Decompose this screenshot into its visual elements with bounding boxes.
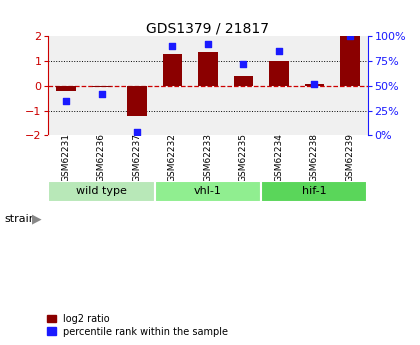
Text: ▶: ▶ bbox=[32, 213, 41, 226]
Point bbox=[240, 61, 247, 67]
Text: GSM62232: GSM62232 bbox=[168, 134, 177, 183]
Bar bbox=[304, 84, 324, 86]
Title: GDS1379 / 21817: GDS1379 / 21817 bbox=[147, 21, 269, 35]
Bar bbox=[127, 86, 147, 116]
Text: strain: strain bbox=[4, 214, 36, 224]
Legend: log2 ratio, percentile rank within the sample: log2 ratio, percentile rank within the s… bbox=[47, 314, 228, 337]
Point bbox=[346, 33, 353, 39]
Point bbox=[205, 41, 211, 47]
Text: hif-1: hif-1 bbox=[302, 186, 327, 196]
Text: GSM62233: GSM62233 bbox=[203, 134, 213, 183]
Text: GSM62239: GSM62239 bbox=[345, 134, 354, 183]
Point bbox=[98, 91, 105, 97]
Text: vhl-1: vhl-1 bbox=[194, 186, 222, 196]
Bar bbox=[163, 53, 182, 86]
Text: GSM62238: GSM62238 bbox=[310, 134, 319, 183]
Point bbox=[63, 98, 69, 104]
Text: GSM62235: GSM62235 bbox=[239, 134, 248, 183]
Point bbox=[169, 43, 176, 49]
Point bbox=[276, 48, 282, 54]
Point bbox=[311, 81, 318, 87]
Text: GSM62236: GSM62236 bbox=[97, 134, 106, 183]
Bar bbox=[340, 36, 360, 86]
Bar bbox=[56, 86, 76, 91]
Point bbox=[134, 130, 140, 135]
Bar bbox=[269, 61, 289, 86]
Text: wild type: wild type bbox=[76, 186, 127, 196]
Bar bbox=[48, 180, 155, 202]
Bar bbox=[92, 86, 111, 87]
Text: GSM62237: GSM62237 bbox=[132, 134, 142, 183]
Bar bbox=[155, 180, 261, 202]
Text: GSM62234: GSM62234 bbox=[274, 134, 284, 183]
Text: GSM62231: GSM62231 bbox=[62, 134, 71, 183]
Bar bbox=[234, 76, 253, 86]
Bar bbox=[261, 180, 368, 202]
Bar bbox=[198, 52, 218, 86]
